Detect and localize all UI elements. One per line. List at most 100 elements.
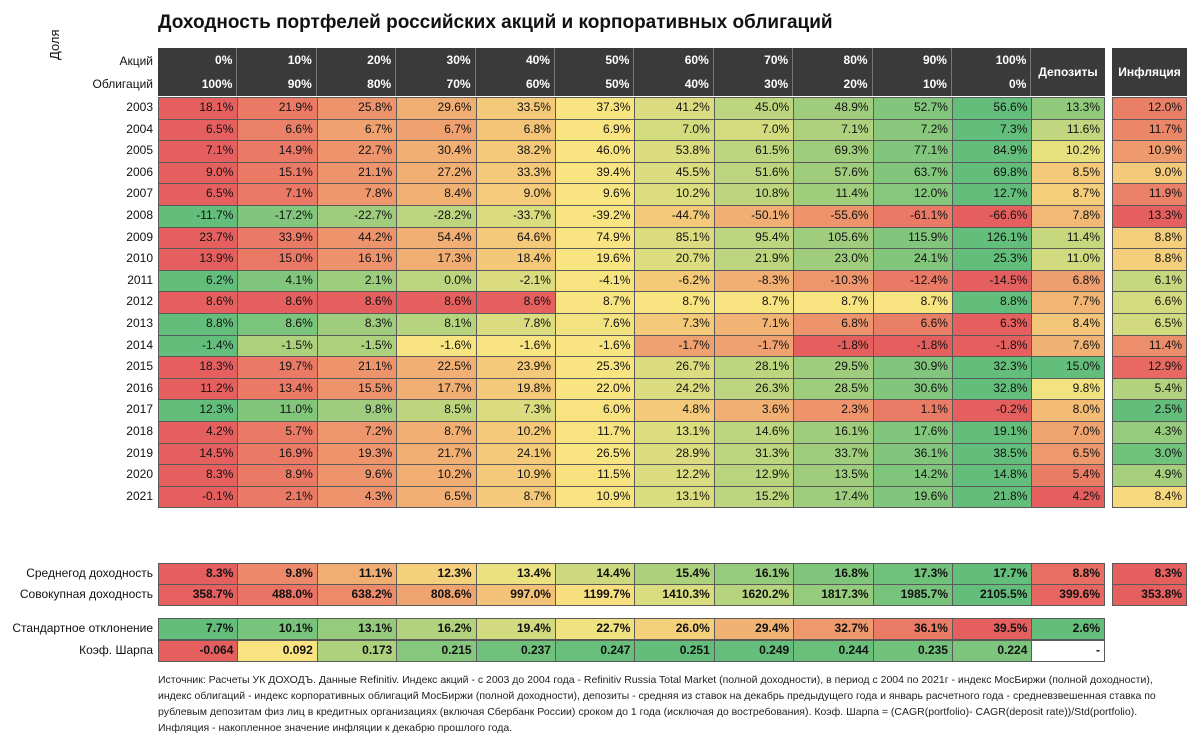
return-cell: 33.3% (475, 161, 556, 185)
return-cell: 8.6% (158, 291, 239, 314)
return-cell: 14.6% (713, 421, 795, 444)
summary-cell: 358.7% (158, 584, 239, 606)
return-cell: -4.1% (555, 269, 636, 293)
return-cell: -39.2% (555, 205, 636, 228)
return-cell: 15.2% (713, 485, 795, 509)
return-cell: 19.6% (555, 248, 636, 271)
return-cell: 15.1% (237, 161, 318, 185)
year-label: 2006 (126, 164, 153, 179)
return-cell: 7.3% (952, 118, 1033, 142)
return-cell: 6.7% (396, 118, 477, 142)
return-cell: 13.1% (634, 421, 715, 444)
deposit-cell: 6.5% (1031, 442, 1105, 466)
risk-cell: 0.215 (396, 640, 477, 662)
inflation-cell: 5.4% (1112, 377, 1187, 401)
summary-cell: 14.4% (555, 563, 636, 585)
return-cell: 41.2% (634, 97, 715, 120)
risk-cell: 39.5% (952, 618, 1033, 640)
deposit-cell: 8.4% (1031, 313, 1105, 336)
return-cell: 17.4% (793, 485, 874, 509)
risk-deposit-cell: 2.6% (1031, 618, 1105, 640)
year-label: 2014 (126, 337, 153, 352)
return-cell: -6.2% (634, 269, 715, 293)
return-cell: 27.2% (396, 161, 477, 185)
return-cell: -1.4% (158, 334, 239, 358)
return-cell: 52.7% (872, 97, 953, 120)
year-label: 2018 (126, 424, 153, 438)
year-label: 2005 (126, 143, 153, 158)
return-cell: 7.8% (475, 313, 556, 336)
inflation-cell: 2.5% (1112, 399, 1187, 422)
return-cell: 33.5% (475, 97, 556, 120)
year-label: 2011 (127, 272, 153, 287)
risk-cell: 0.244 (793, 640, 874, 662)
return-cell: 10.2% (475, 421, 556, 444)
risk-cell: 0.251 (634, 640, 715, 662)
risk-cell: 16.2% (396, 618, 477, 640)
return-cell: 30.4% (396, 140, 477, 163)
return-cell: 8.7% (713, 291, 795, 314)
return-cell: 14.2% (872, 464, 953, 487)
return-cell: 26.7% (634, 356, 715, 379)
return-cell: 48.9% (793, 97, 874, 120)
summary-inflation-cell: 353.8% (1112, 584, 1187, 606)
return-cell: 19.7% (237, 356, 318, 379)
deposit-cell: 7.7% (1031, 291, 1105, 314)
return-cell: 8.1% (396, 313, 477, 336)
risk-cell: 7.7% (158, 618, 239, 640)
summary-cell: 11.1% (316, 563, 398, 585)
summary-cell: 9.8% (237, 563, 318, 585)
stocks-share-header: 10% (237, 48, 317, 72)
return-cell: 38.5% (952, 442, 1033, 466)
return-cell: 6.6% (872, 313, 953, 336)
return-cell: 77.1% (872, 140, 953, 163)
return-cell: 105.6% (793, 226, 874, 250)
return-cell: 25.3% (555, 356, 636, 379)
return-cell: 23.7% (158, 226, 239, 250)
return-cell: 7.1% (713, 313, 795, 336)
summary-row-label: Среднегод доходность (26, 566, 153, 580)
return-cell: 28.9% (634, 442, 715, 466)
return-cell: 15.0% (237, 248, 318, 271)
return-cell: 7.2% (316, 421, 398, 444)
return-cell: 18.3% (158, 356, 239, 379)
return-cell: 8.7% (475, 485, 556, 509)
return-cell: 37.3% (555, 97, 636, 120)
return-cell: 7.1% (237, 183, 318, 206)
stocks-share-header: 30% (396, 48, 476, 72)
deposit-cell: 15.0% (1031, 356, 1105, 379)
return-cell: 8.7% (872, 291, 953, 314)
summary-cell: 17.7% (952, 563, 1033, 585)
return-cell: 23.9% (475, 356, 556, 379)
inflation-cell: 10.9% (1112, 140, 1187, 163)
return-cell: -22.7% (316, 205, 398, 228)
return-cell: -28.2% (396, 205, 477, 228)
deposit-cell: 6.8% (1031, 269, 1105, 293)
risk-cell: 0.092 (237, 640, 318, 662)
return-cell: 8.8% (158, 313, 239, 336)
return-cell: 9.8% (316, 399, 398, 422)
summary-cell: 1199.7% (555, 584, 636, 606)
return-cell: 17.6% (872, 421, 953, 444)
inflation-cell: 11.7% (1112, 118, 1187, 142)
summary-cell: 1817.3% (793, 584, 874, 606)
return-cell: 10.8% (713, 183, 795, 206)
return-cell: -1.7% (634, 334, 715, 358)
return-cell: 12.9% (713, 464, 795, 487)
return-cell: 46.0% (555, 140, 636, 163)
risk-cell: 0.247 (555, 640, 636, 662)
year-label: 2015 (126, 359, 153, 374)
return-cell: 7.1% (793, 118, 874, 142)
risk-cell: 22.7% (555, 618, 636, 640)
return-cell: 8.7% (634, 291, 715, 314)
return-cell: 38.2% (475, 140, 556, 163)
summary-cell: 1620.2% (713, 584, 795, 606)
return-cell: 16.1% (793, 421, 874, 444)
risk-cell: 36.1% (872, 618, 953, 640)
summary-cell: 488.0% (237, 584, 318, 606)
risk-cell: 29.4% (713, 618, 795, 640)
return-cell: 39.4% (555, 161, 636, 185)
return-cell: 6.5% (396, 485, 477, 509)
summary-cell: 17.3% (872, 563, 953, 585)
bonds-row-label: Облигаций (92, 77, 153, 91)
